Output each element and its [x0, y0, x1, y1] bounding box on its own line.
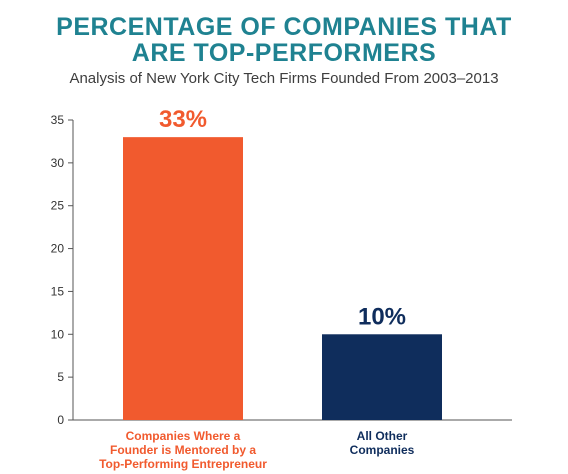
y-tick-label: 10 [51, 327, 65, 341]
bar [322, 334, 442, 420]
y-tick-label: 25 [51, 199, 65, 213]
chart-subtitle: Analysis of New York City Tech Firms Fou… [69, 70, 499, 87]
data-labels: 33% 10% [159, 106, 406, 330]
y-axis: 0 5 10 15 20 25 30 35 [51, 113, 512, 427]
category-label: All Other [357, 429, 408, 443]
y-tick-label: 35 [51, 113, 65, 127]
bar-value-label: 33% [159, 106, 207, 133]
chart-title: PERCENTAGE OF COMPANIES THAT ARE TOP-PER… [0, 14, 568, 66]
bar-value-label: 10% [358, 303, 406, 330]
chart-title-line-2: ARE TOP-PERFORMERS [131, 39, 437, 67]
category-label: Top-Performing Entrepreneur [99, 457, 267, 471]
y-tick-label: 0 [57, 413, 64, 427]
category-label: Founder is Mentored by a [110, 443, 256, 457]
bars [123, 137, 442, 420]
chart-title-line-1: PERCENTAGE OF COMPANIES THAT [56, 13, 512, 41]
category-label: Companies [350, 443, 415, 457]
y-tick-label: 5 [57, 370, 64, 384]
y-tick-label: 30 [51, 156, 65, 170]
category-label: Companies Where a [126, 429, 241, 443]
y-tick-label: 20 [51, 242, 65, 256]
y-tick-label: 15 [51, 284, 65, 298]
bar [123, 137, 243, 420]
